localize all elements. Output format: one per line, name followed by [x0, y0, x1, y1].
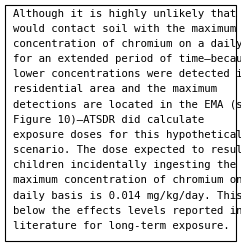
Text: detections are located in the EMA (see: detections are located in the EMA (see — [13, 100, 241, 110]
Text: below the effects levels reported in the: below the effects levels reported in the — [13, 206, 241, 216]
Text: daily basis is 0.014 mg/kg/day. This is also: daily basis is 0.014 mg/kg/day. This is … — [13, 191, 241, 201]
Text: literature for long-term exposure.: literature for long-term exposure. — [13, 221, 230, 231]
Text: concentration of chromium on a daily basis: concentration of chromium on a daily bas… — [13, 39, 241, 49]
Text: maximum concentration of chromium on a: maximum concentration of chromium on a — [13, 175, 241, 185]
Text: Although it is highly unlikely that a child: Although it is highly unlikely that a ch… — [13, 9, 241, 19]
Text: scenario. The dose expected to result from: scenario. The dose expected to result fr… — [13, 145, 241, 155]
Text: Figure 10)—ATSDR did calculate: Figure 10)—ATSDR did calculate — [13, 115, 205, 125]
Text: children incidentally ingesting the: children incidentally ingesting the — [13, 160, 236, 170]
Text: residential area and the maximum: residential area and the maximum — [13, 84, 217, 94]
FancyBboxPatch shape — [5, 5, 236, 241]
Text: for an extended period of time—because: for an extended period of time—because — [13, 54, 241, 64]
Text: lower concentrations were detected in the: lower concentrations were detected in th… — [13, 69, 241, 79]
Text: would contact soil with the maximum: would contact soil with the maximum — [13, 24, 236, 34]
Text: exposure doses for this hypothetical: exposure doses for this hypothetical — [13, 130, 241, 140]
